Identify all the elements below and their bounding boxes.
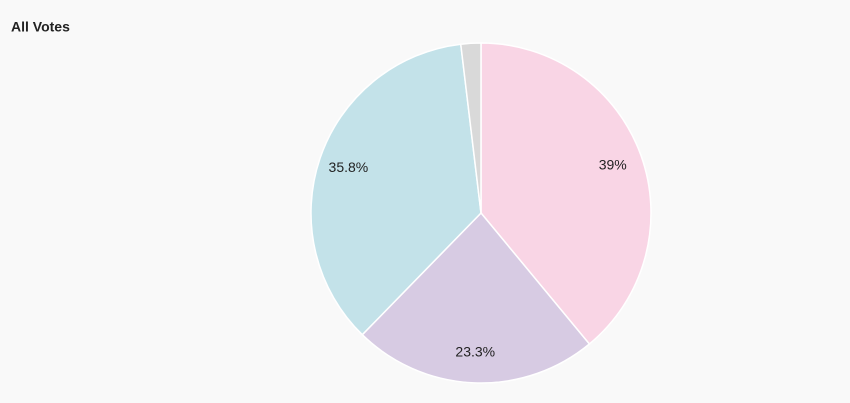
pie-slice xyxy=(459,42,482,214)
pie-slice xyxy=(361,211,591,384)
slice-label: 23.3% xyxy=(455,344,495,360)
pie-slice xyxy=(480,42,652,346)
pie-slice xyxy=(310,43,482,336)
slice-label: 35.8% xyxy=(329,159,369,175)
slice-label: 39% xyxy=(599,156,627,172)
chart-title: All Votes xyxy=(11,19,70,35)
